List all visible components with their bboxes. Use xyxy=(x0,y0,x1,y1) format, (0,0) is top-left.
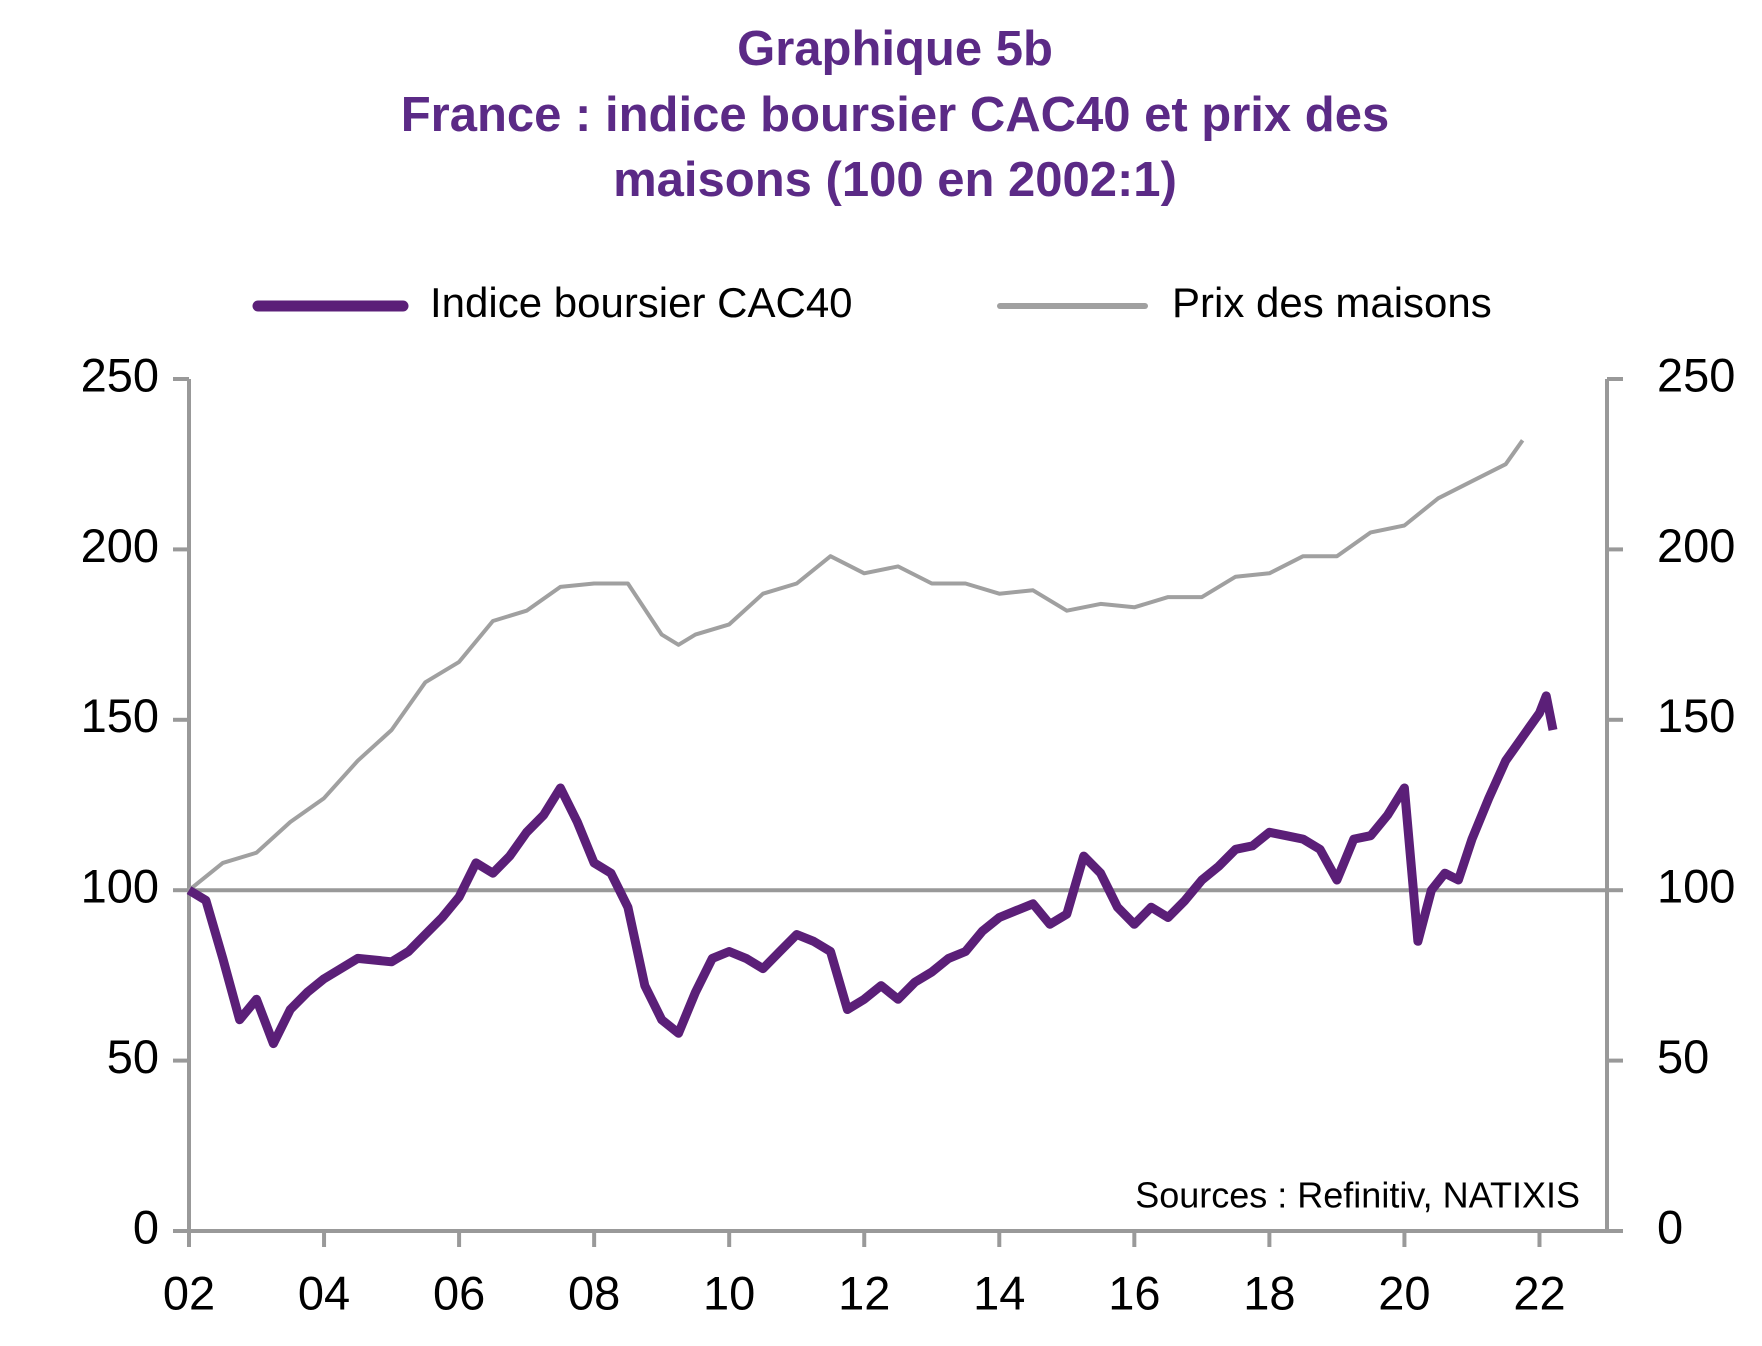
x-tick-label: 08 xyxy=(568,1266,620,1319)
y-tick-label: 150 xyxy=(81,689,159,742)
x-tick-label: 06 xyxy=(433,1266,485,1319)
x-tick-label: 18 xyxy=(1243,1266,1295,1319)
chart-title: France : indice boursier CAC40 et prix d… xyxy=(401,88,1389,142)
x-tick-label: 14 xyxy=(973,1266,1025,1319)
chart-title: Graphique 5b xyxy=(737,22,1053,76)
series-line xyxy=(187,439,1525,892)
legend-label: Prix des maisons xyxy=(1172,279,1492,326)
x-tick-label: 22 xyxy=(1513,1266,1565,1319)
y-tick-label: 100 xyxy=(81,860,159,913)
series-line xyxy=(186,691,1558,1049)
y2-tick-label: 250 xyxy=(1657,348,1735,401)
chart-title: maisons (100 en 2002:1) xyxy=(613,153,1177,207)
x-tick-label: 04 xyxy=(298,1266,350,1319)
y2-tick-label: 100 xyxy=(1657,860,1735,913)
y-tick-label: 0 xyxy=(133,1200,159,1253)
y2-tick-label: 150 xyxy=(1657,689,1735,742)
y-tick-label: 250 xyxy=(81,348,159,401)
x-tick-label: 10 xyxy=(703,1266,755,1319)
y2-tick-label: 200 xyxy=(1657,519,1735,572)
legend-label: Indice boursier CAC40 xyxy=(430,279,853,326)
y2-tick-label: 50 xyxy=(1657,1030,1709,1083)
x-tick-label: 02 xyxy=(163,1266,215,1319)
x-tick-label: 16 xyxy=(1108,1266,1160,1319)
source-note: Sources : Refinitiv, NATIXIS xyxy=(1135,1175,1580,1216)
y-tick-label: 50 xyxy=(107,1030,159,1083)
y-tick-label: 200 xyxy=(81,519,159,572)
x-tick-label: 20 xyxy=(1378,1266,1430,1319)
y2-tick-label: 0 xyxy=(1657,1200,1683,1253)
x-tick-label: 12 xyxy=(838,1266,890,1319)
